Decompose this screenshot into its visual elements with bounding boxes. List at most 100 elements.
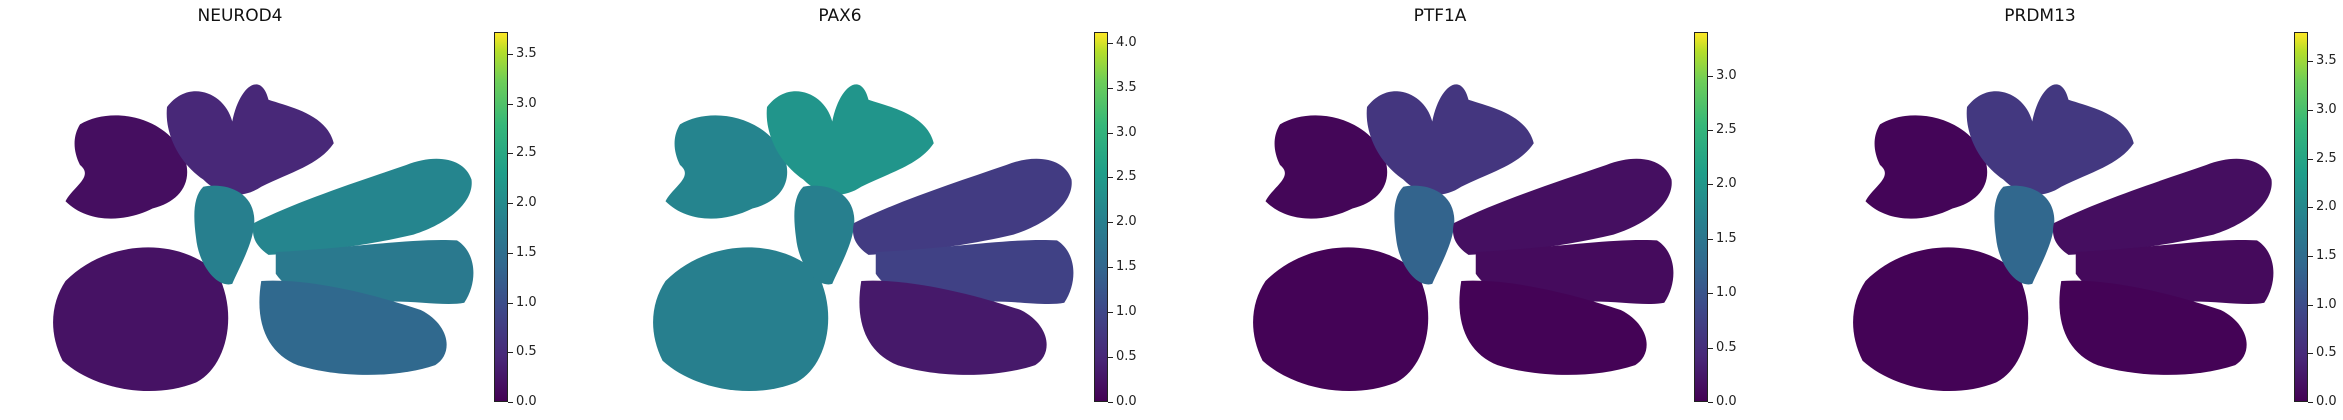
umap-scatter [653,84,1074,392]
colorbar-tick-mark [508,103,513,105]
cell-cluster-left-bottom [53,247,229,392]
colorbar-tick-label: 0.5 [1116,349,1137,365]
colorbar-tick-label: 2.5 [516,145,537,161]
colorbar-tick-mark [1108,87,1113,89]
colorbar-tick-label: 3.0 [516,95,537,111]
panel-title: PRDM13 [2004,6,2076,26]
cell-cluster-left-lobes [1265,115,1388,219]
colorbar [1694,32,1708,402]
colorbar-tick-label: 2.0 [1716,176,1737,192]
colorbar-tick-label: 1.0 [1716,285,1737,301]
cell-cluster-right-shelf [2052,158,2272,255]
colorbar-tick-label: 0.5 [516,344,537,360]
umap-panel-pax6: PAX6 0.0 0.5 1.0 1.5 2.0 2.5 3.0 3.5 4.0 [600,0,1186,420]
colorbar-tick-label: 1.5 [1116,259,1137,275]
colorbar-tick-label: 1.5 [2316,247,2337,263]
colorbar-tick-label: 1.5 [1716,230,1737,246]
colorbar-ticks: 0.0 0.5 1.0 1.5 2.0 2.5 3.0 3.5 [508,32,568,409]
colorbar-tick-mark [1108,357,1113,359]
colorbar-tick-label: 2.5 [1116,169,1137,185]
colorbar-tick-label: 1.0 [1116,304,1137,320]
cell-cluster-stem [794,185,855,285]
colorbar-ticks: 0.0 0.5 1.0 1.5 2.0 2.5 3.0 [1708,32,1768,409]
colorbar-tick-mark [2308,402,2313,403]
colorbar-tick-label: 3.0 [2316,101,2337,117]
panel-title: NEUROD4 [197,6,283,26]
cell-cluster-left-lobes [1865,115,1988,219]
cell-cluster-left-bottom [653,247,829,392]
colorbar-tick-label: 3.5 [516,45,537,61]
cell-cluster-right-bottom [2059,280,2247,375]
colorbar-tick-label: 2.0 [516,195,537,211]
cell-cluster-right-bottom [1459,280,1647,375]
colorbar-tick-mark [1708,238,1713,240]
colorbar-tick-label: 0.0 [516,394,537,409]
cell-cluster-right-bottom [259,280,447,375]
colorbar-tick-mark [2308,158,2313,160]
umap-panel-ptf1a: PTF1A 0.0 0.5 1.0 1.5 2.0 2.5 3.0 [1200,0,1786,420]
colorbar [494,32,508,402]
colorbar-ticks: 0.0 0.5 1.0 1.5 2.0 2.5 3.0 3.5 [2308,32,2343,409]
cell-cluster-left-lobes [65,115,188,219]
cell-cluster-left-lobes [665,115,788,219]
colorbar-tick-mark [1708,75,1713,77]
colorbar-tick-mark [508,402,513,403]
colorbar-tick-label: 2.0 [2316,199,2337,215]
cell-cluster-left-bottom [1253,247,1429,392]
colorbar-tick-mark [2308,353,2313,355]
umap-scatter [1253,84,1674,392]
colorbar-tick-label: 1.5 [516,244,537,260]
colorbar-tick-label: 4.0 [1116,34,1137,50]
colorbar [1094,32,1108,402]
cell-cluster-upper-leaves [1366,84,1534,195]
umap-panel-neurod4: NEUROD4 0.0 0.5 1.0 1.5 2.0 2.5 3.0 3.5 [0,0,586,420]
colorbar-tick-mark [1708,402,1713,403]
colorbar-tick-label: 0.0 [1716,394,1737,409]
colorbar-tick-mark [1108,42,1113,44]
colorbar-tick-mark [508,153,513,155]
colorbar-tick-label: 3.0 [1716,67,1737,83]
colorbar-tick-mark [1708,347,1713,349]
colorbar-tick-mark [1708,184,1713,186]
colorbar-tick-mark [1108,132,1113,134]
cell-cluster-right-shelf [252,158,472,255]
colorbar-tick-mark [2308,304,2313,306]
colorbar-tick-mark [508,352,513,354]
colorbar-tick-label: 0.0 [2316,394,2337,409]
cell-cluster-upper-leaves [766,84,934,195]
colorbar-tick-label: 1.0 [2316,296,2337,312]
colorbar-tick-label: 3.5 [1116,79,1137,95]
cell-cluster-upper-leaves [166,84,334,195]
colorbar-tick-mark [508,252,513,254]
cell-cluster-stem [1394,185,1455,285]
panel-title: PTF1A [1413,6,1467,26]
colorbar-tick-mark [1108,267,1113,269]
colorbar-tick-mark [1708,293,1713,295]
panel-title: PAX6 [818,6,862,26]
colorbar-tick-mark [1108,177,1113,179]
colorbar-tick-label: 2.0 [1116,214,1137,230]
colorbar-tick-mark [2308,207,2313,209]
colorbar-tick-mark [1108,312,1113,314]
cell-cluster-right-shelf [1452,158,1672,255]
colorbar-tick-label: 0.5 [2316,345,2337,361]
colorbar-tick-label: 2.5 [2316,150,2337,166]
colorbar-tick-mark [1108,402,1113,403]
colorbar-tick-mark [508,203,513,205]
cell-cluster-stem [194,185,255,285]
cell-cluster-stem [1994,185,2055,285]
colorbar-tick-mark [2308,61,2313,63]
cell-cluster-right-bottom [859,280,1047,375]
colorbar [2294,32,2308,402]
colorbar-tick-mark [1108,222,1113,224]
umap-scatter [1853,84,2274,392]
colorbar-ticks: 0.0 0.5 1.0 1.5 2.0 2.5 3.0 3.5 4.0 [1108,32,1168,409]
colorbar-tick-mark [2308,109,2313,111]
umap-panel-prdm13: PRDM13 0.0 0.5 1.0 1.5 2.0 2.5 3.0 3.5 [1800,0,2343,420]
umap-scatter [53,84,474,392]
colorbar-tick-label: 3.5 [2316,53,2337,69]
colorbar-tick-mark [2308,255,2313,257]
colorbar-tick-label: 1.0 [516,294,537,310]
colorbar-tick-label: 0.0 [1116,394,1137,409]
colorbar-tick-label: 3.0 [1116,124,1137,140]
